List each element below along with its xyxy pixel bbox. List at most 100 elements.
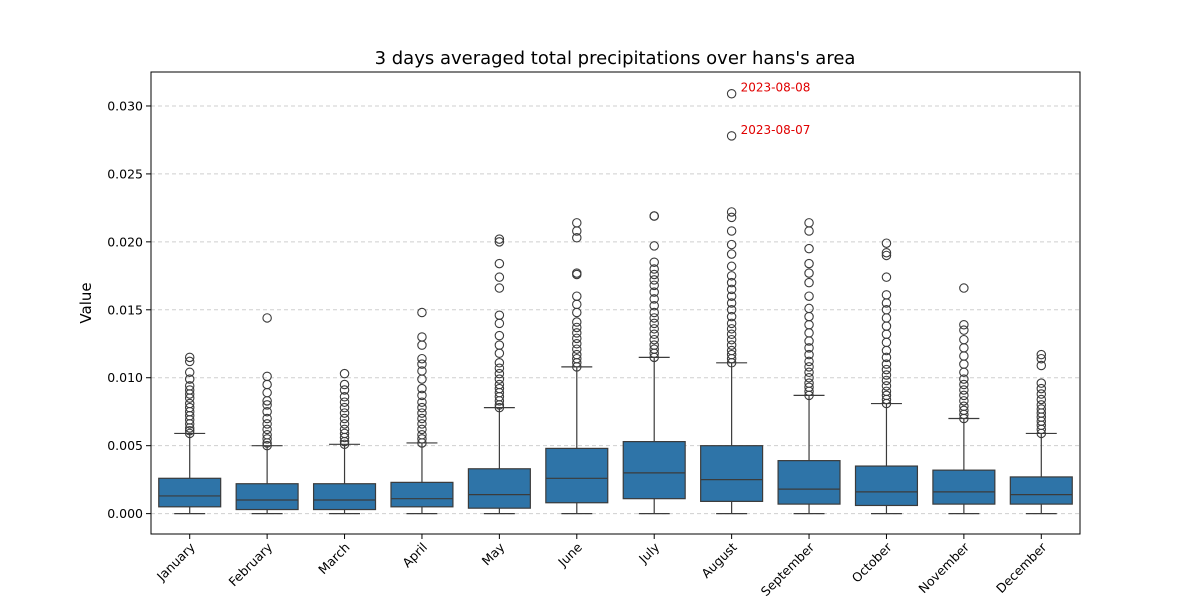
outlier-point <box>417 408 427 418</box>
outlier-point <box>726 131 737 141</box>
y-tick-label: 0.000 <box>107 506 143 521</box>
outlier-point <box>572 268 582 278</box>
outlier-point <box>649 264 659 274</box>
outlier-point <box>881 359 892 369</box>
outlier-point <box>339 439 350 450</box>
outlier-point <box>494 258 505 269</box>
outlier-point <box>804 362 814 372</box>
outlier-point <box>804 243 814 254</box>
y-tick-label: 0.025 <box>107 166 143 181</box>
outlier-point <box>881 329 892 340</box>
outlier-point <box>262 440 272 451</box>
outlier-point <box>184 385 195 395</box>
outlier-point <box>804 277 814 288</box>
outlier-point <box>494 340 505 350</box>
outlier-point <box>494 234 505 244</box>
outlier-point <box>262 313 272 323</box>
outlier-point <box>417 307 427 318</box>
y-axis: 0.000 0.005 0.010 0.015 0.020 0.025 0.030 <box>107 98 151 521</box>
outlier-point <box>1036 383 1047 394</box>
annotations: 2023-08-08 2023-08-07 <box>741 81 811 137</box>
outlier-point <box>1036 404 1047 414</box>
outlier-point <box>881 337 892 348</box>
iqr-box <box>467 468 531 509</box>
box-december <box>1009 349 1073 515</box>
outlier-point <box>804 378 814 388</box>
outlier-point <box>262 424 272 435</box>
x-tick-label: June <box>554 539 585 570</box>
outlier-point <box>649 334 659 345</box>
box-november <box>932 283 996 515</box>
outlier-point <box>494 363 505 373</box>
outlier-point <box>572 317 582 327</box>
outlier-point <box>494 368 505 379</box>
outlier-point <box>649 211 659 221</box>
outlier-point <box>959 385 969 395</box>
box-january <box>158 352 222 515</box>
outlier-point <box>262 406 272 417</box>
outlier-point <box>959 405 969 416</box>
iqr-box <box>158 477 222 508</box>
outlier-point <box>881 238 892 248</box>
outlier-point <box>649 313 659 323</box>
outlier-point <box>881 364 892 375</box>
outlier-point <box>804 356 814 367</box>
outlier-point <box>494 330 505 341</box>
grid-lines <box>151 105 1080 515</box>
outlier-point <box>649 280 659 291</box>
outlier-point <box>649 241 659 251</box>
outlier-point <box>417 397 427 407</box>
outlier-point <box>649 340 659 350</box>
outlier-point <box>649 275 659 285</box>
outlier-point <box>572 218 582 228</box>
outlier-point <box>572 339 582 349</box>
outlier-point <box>417 374 427 384</box>
outlier-point <box>339 424 350 435</box>
outlier-point <box>726 298 737 308</box>
outlier-point <box>184 381 195 391</box>
outlier-point <box>649 307 659 318</box>
outlier-point <box>339 397 350 407</box>
outlier-point <box>417 359 427 369</box>
y-tick-label: 0.010 <box>107 370 143 385</box>
outlier-point <box>726 261 737 272</box>
outlier-point <box>572 328 582 338</box>
outlier-point <box>262 434 272 444</box>
outlier-point <box>881 375 892 386</box>
outlier-point <box>494 402 505 413</box>
outlier-point <box>959 351 969 361</box>
outlier-point <box>262 430 272 440</box>
outlier-point <box>649 329 659 340</box>
box-september <box>777 218 841 515</box>
outlier-point <box>726 284 737 295</box>
outlier-point <box>649 300 659 311</box>
box-october <box>854 238 919 515</box>
outlier-point <box>881 272 892 282</box>
outlier-point <box>417 353 427 364</box>
outlier-point <box>339 408 350 418</box>
box-june <box>545 218 609 515</box>
box-july <box>622 211 686 515</box>
outlier-point <box>804 372 814 383</box>
outlier-point <box>959 401 969 412</box>
outlier-point <box>726 305 737 315</box>
outlier-point <box>339 368 350 379</box>
outlier-point <box>959 374 969 384</box>
outlier-point <box>804 258 814 269</box>
x-tick-label: September <box>758 539 818 599</box>
outlier-point <box>494 318 505 329</box>
outlier-point <box>417 366 427 376</box>
outlier-point <box>881 370 892 380</box>
outlier-point <box>726 239 737 250</box>
outlier-point <box>726 291 737 301</box>
x-tick-label: April <box>399 540 430 571</box>
outlier-point <box>649 324 659 334</box>
outlier-annotation: 2023-08-08 <box>741 81 811 95</box>
outlier-point <box>572 353 582 364</box>
plot-frame <box>150 71 1081 535</box>
outlier-point <box>726 277 737 288</box>
outlier-point <box>804 268 814 278</box>
outlier-point <box>881 247 892 258</box>
outlier-point <box>959 390 969 401</box>
outlier-point <box>649 344 659 354</box>
